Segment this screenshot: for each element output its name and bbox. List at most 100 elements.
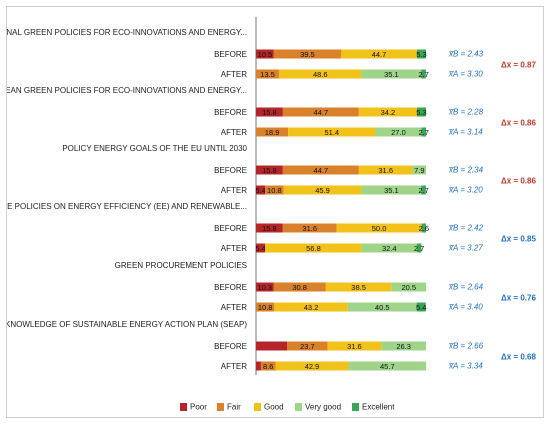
row-label: BEFORE — [214, 342, 247, 351]
data-label: 5.3 — [416, 50, 426, 59]
bar-segment-good — [358, 165, 413, 175]
bar-segment-good — [283, 185, 362, 195]
bar-segment-poor — [256, 165, 283, 175]
data-label: 8.6 — [263, 362, 273, 371]
bar-segment-fair — [256, 302, 275, 312]
mean-value: x̅A = 3.40 — [448, 303, 483, 312]
data-label: 10.8 — [258, 303, 273, 312]
legend-swatch-excellent — [352, 403, 359, 411]
bar-segment-very-good — [347, 302, 417, 312]
row-label: AFTER — [221, 186, 247, 195]
data-label: 15.8 — [262, 224, 277, 233]
data-label: 32.4 — [382, 244, 397, 253]
bar-segment-fair — [273, 49, 341, 59]
data-label: 15.8 — [262, 166, 277, 175]
bar-segment-poor — [256, 282, 274, 292]
bar-segment-excellent — [421, 223, 426, 233]
data-label: 10.8 — [267, 186, 282, 195]
group-title: KNOWLEDGE OF SUSTAINABLE ENERGY ACTION P… — [7, 320, 247, 329]
legend-swatch-fair — [217, 403, 224, 411]
data-label: 35.1 — [384, 186, 399, 195]
legend-swatch-very-good — [295, 403, 302, 411]
bar-segment-fair — [256, 69, 279, 79]
bar-segment-very-good — [412, 165, 426, 175]
bar-segment-fair — [273, 282, 326, 292]
data-label: 2.7 — [418, 128, 428, 137]
legend-label-good: Good — [264, 403, 284, 412]
row-label: AFTER — [221, 244, 247, 253]
data-label: 10.5 — [258, 50, 273, 59]
bar-segment-excellent — [416, 302, 426, 312]
legend-swatch-poor — [180, 403, 187, 411]
bar-segment-fair — [282, 165, 359, 175]
bar-segment-very-good — [391, 282, 427, 292]
bar-segment-poor — [256, 49, 274, 59]
row-label: BEFORE — [214, 166, 247, 175]
data-label: 45.7 — [380, 362, 395, 371]
bar-segment-fair — [287, 341, 328, 351]
row-label: AFTER — [221, 70, 247, 79]
data-label: 34.2 — [381, 108, 396, 117]
bar-segment-poor — [256, 243, 266, 253]
bar-segment-excellent — [421, 127, 426, 137]
legend-label-very-good: Very good — [305, 403, 341, 412]
bar-segment-poor — [256, 223, 283, 233]
bar-segment-fair — [282, 107, 359, 117]
row-label: BEFORE — [214, 108, 247, 117]
data-label: 50.0 — [372, 224, 387, 233]
data-label: 44.7 — [314, 108, 329, 117]
mean-difference: Δx̅ = 0.86 — [501, 119, 536, 128]
mean-value: x̅A = 3.27 — [448, 244, 483, 253]
bar-segment-good — [278, 69, 362, 79]
mean-difference: Δx̅ = 0.86 — [501, 177, 536, 186]
data-label: 39.5 — [300, 50, 315, 59]
bar-segment-excellent — [416, 49, 426, 59]
bar-segment-poor — [256, 361, 261, 371]
data-label: 31.6 — [302, 224, 317, 233]
legend-label-poor: Poor — [190, 403, 207, 412]
bar-segment-good — [274, 302, 348, 312]
bar-segment-good — [358, 107, 417, 117]
mean-value: x̅B = 2.43 — [448, 50, 484, 59]
data-label: 2.7 — [418, 186, 428, 195]
bar-segment-fair — [282, 223, 337, 233]
row-label: AFTER — [221, 128, 247, 137]
bar-segment-very-good — [381, 341, 426, 351]
mean-value: x̅B = 2.28 — [448, 108, 484, 117]
data-label: 5.4 — [255, 186, 265, 195]
data-label: 35.1 — [384, 70, 399, 79]
mean-value: x̅A = 3.30 — [448, 70, 483, 79]
group-title: EUROPEAN GREEN POLICIES FOR ECO-INNOVATI… — [7, 86, 247, 95]
bar-segment-very-good — [361, 185, 422, 195]
bar-segment-fair — [265, 185, 284, 195]
mean-difference: Δx̅ = 0.68 — [501, 353, 536, 362]
bar-segment-excellent — [416, 107, 426, 117]
mean-value: x̅A = 3.14 — [448, 128, 483, 137]
bar-segment-very-good — [361, 69, 422, 79]
row-label: AFTER — [221, 362, 247, 371]
mean-value: x̅B = 2.34 — [448, 166, 484, 175]
bar-segment-excellent — [421, 185, 426, 195]
mean-value: x̅A = 3.20 — [448, 186, 483, 195]
row-label: AFTER — [221, 303, 247, 312]
data-label: 2.7 — [414, 244, 424, 253]
data-label: 27.0 — [391, 128, 406, 137]
stacked-bar-chart: NATIONAL GREEN POLICIES FOR ECO-INNOVATI… — [7, 17, 536, 412]
row-label: BEFORE — [214, 50, 247, 59]
bar-segment-poor — [256, 341, 288, 351]
mean-value: x̅B = 2.66 — [448, 342, 484, 351]
data-label: 48.6 — [313, 70, 328, 79]
mean-difference: Δx̅ = 0.87 — [501, 61, 536, 70]
data-label: 2.7 — [418, 70, 428, 79]
bar-segment-excellent — [416, 243, 422, 253]
bar-segment-good — [325, 282, 392, 292]
data-label: 56.8 — [306, 244, 321, 253]
data-label: 23.7 — [300, 342, 315, 351]
bar-segment-very-good — [361, 243, 417, 253]
bar-segment-poor — [256, 185, 266, 195]
bar-segment-excellent — [421, 69, 426, 79]
data-label: 51.4 — [325, 128, 340, 137]
mean-difference: Δx̅ = 0.76 — [501, 294, 536, 303]
bar-segment-good — [336, 223, 422, 233]
bar-segment-good — [265, 243, 362, 253]
